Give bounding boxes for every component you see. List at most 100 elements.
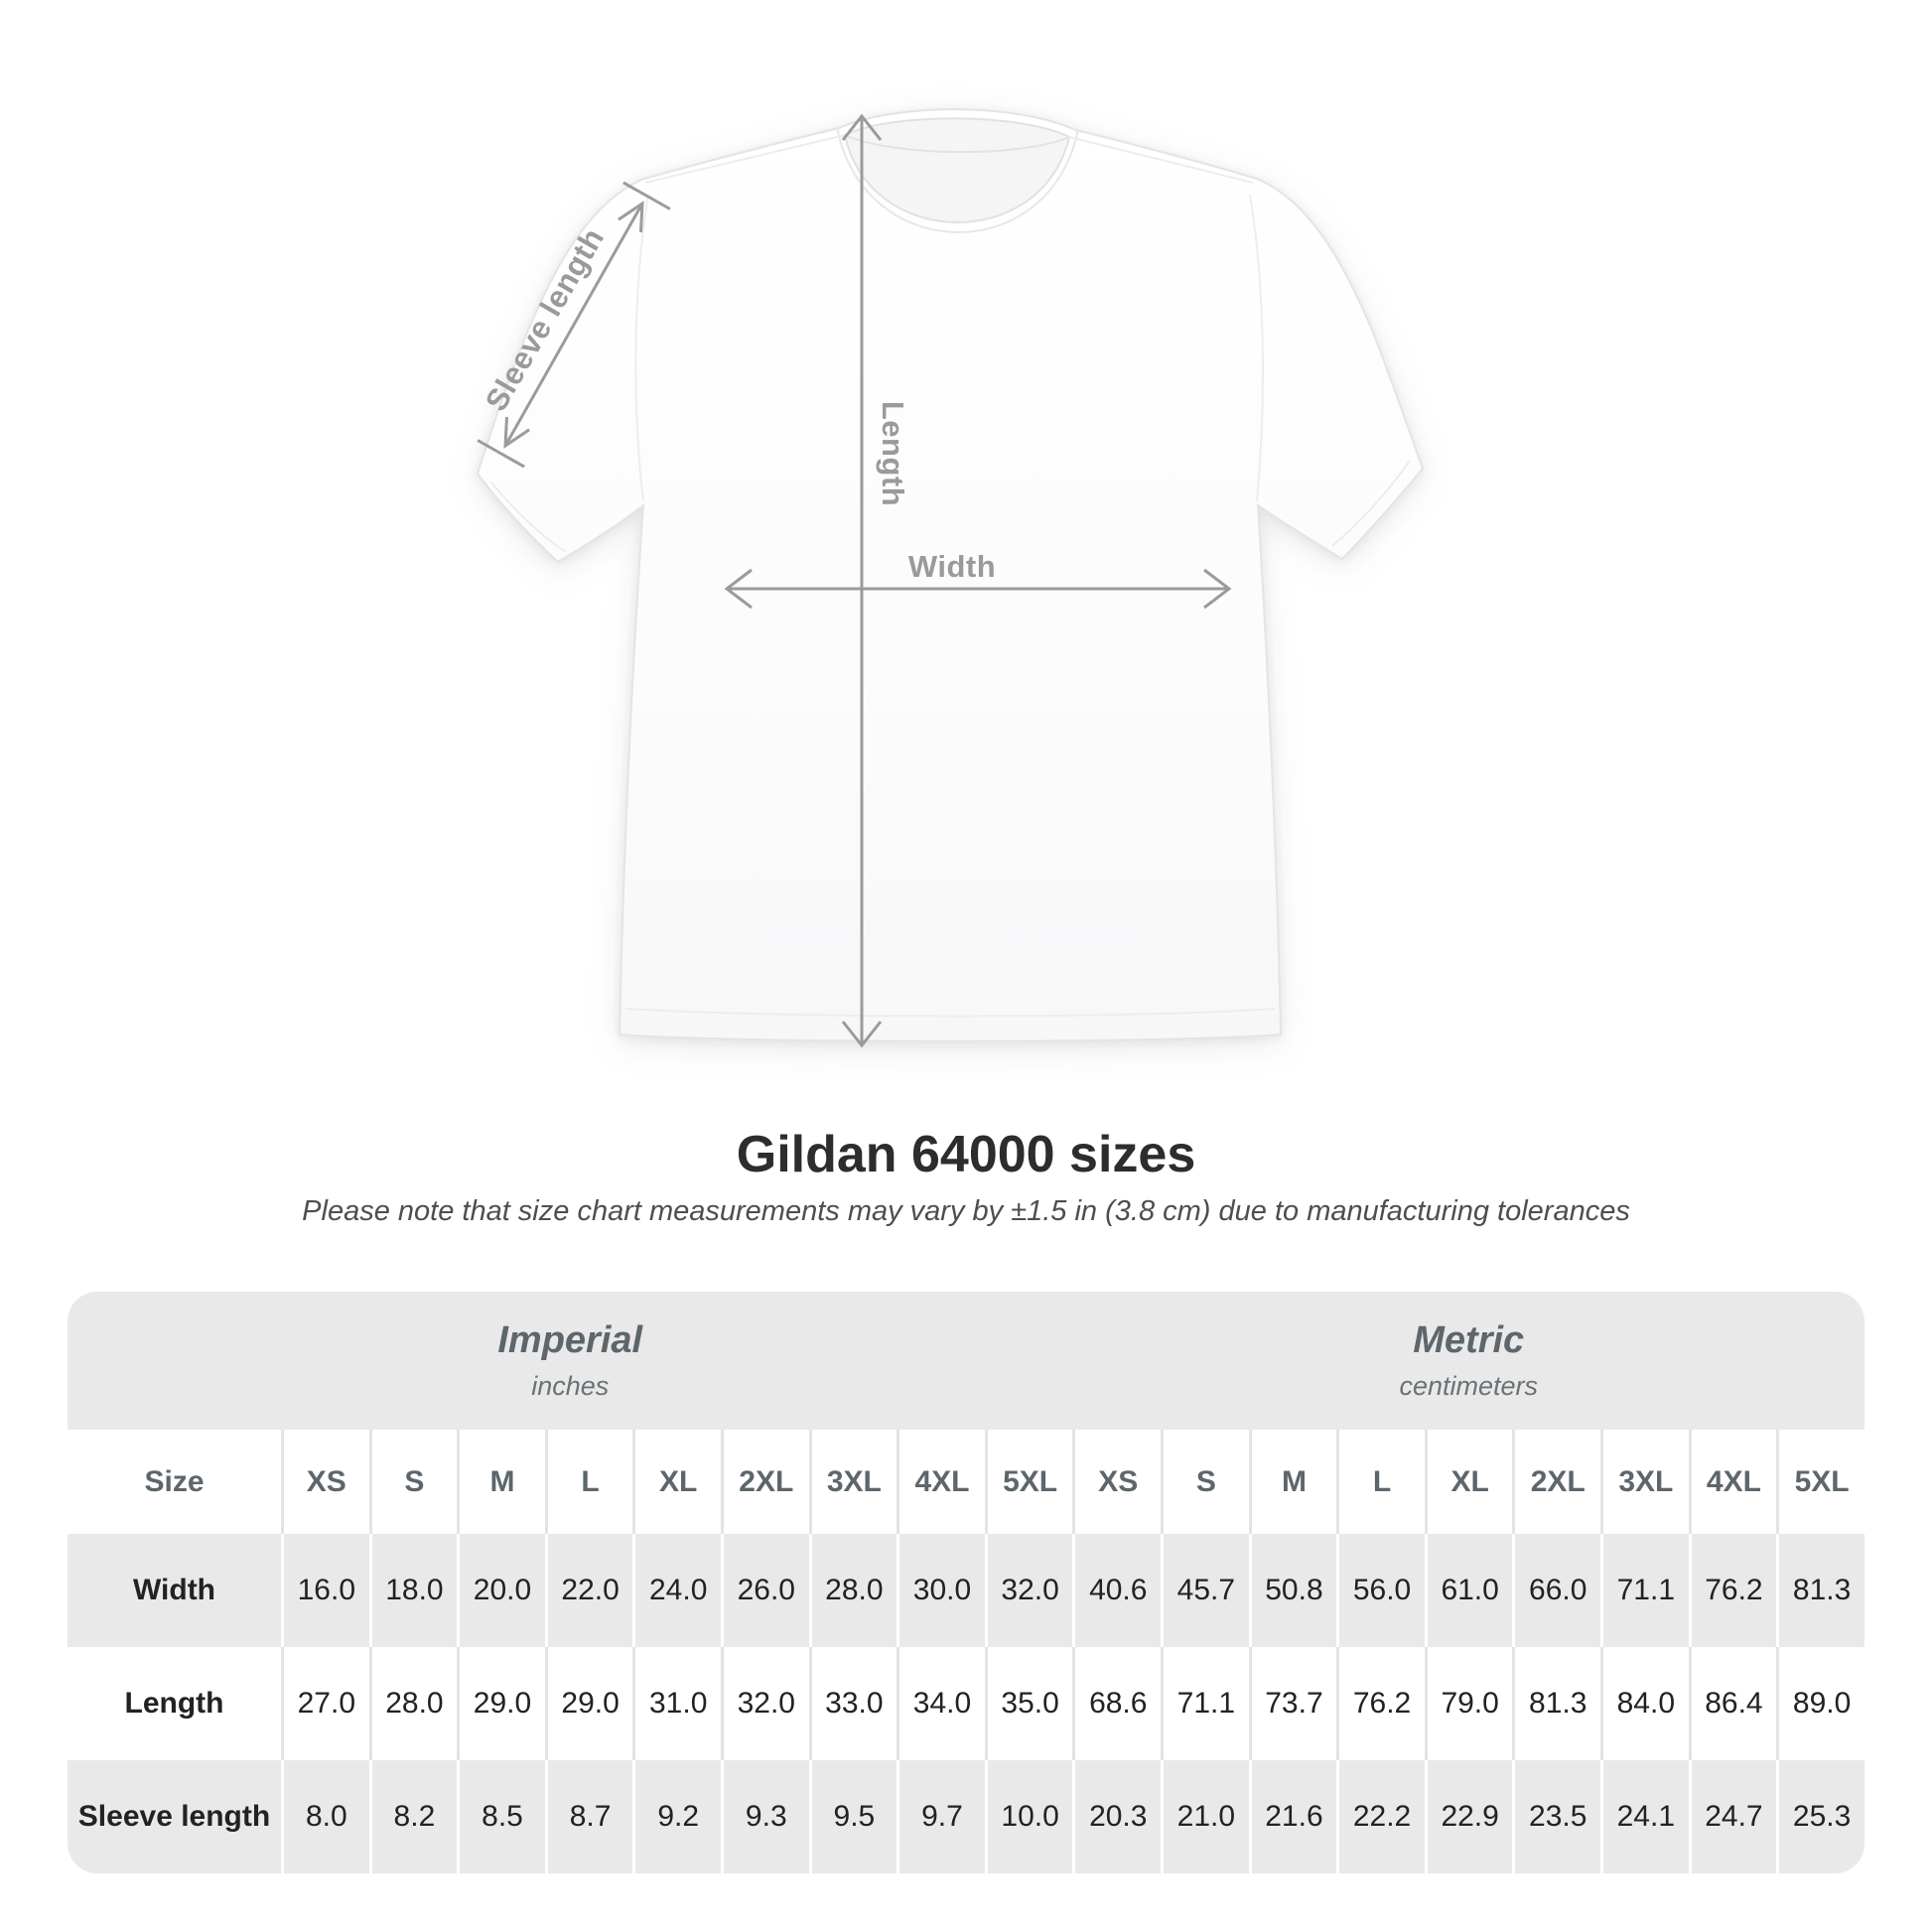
imperial-group-header: Imperial inches xyxy=(68,1292,1073,1430)
value-cell: 76.2 xyxy=(1336,1647,1425,1760)
tolerance-note: Please note that size chart measurements… xyxy=(302,1195,1630,1227)
size-header-imperial: 5XL xyxy=(984,1430,1073,1534)
value-cell: 26.0 xyxy=(720,1534,809,1647)
imperial-unit: inches xyxy=(531,1370,610,1401)
measurement-lines xyxy=(477,113,1232,1048)
value-cell: 24.7 xyxy=(1688,1760,1777,1873)
metric-label: Metric xyxy=(1413,1319,1525,1362)
value-cell: 25.3 xyxy=(1776,1760,1864,1873)
size-header-row: Size XS S M L XL 2XL 3XL 4XL 5XL XS S M … xyxy=(68,1430,1864,1534)
value-cell: 29.0 xyxy=(544,1647,633,1760)
value-cell: 22.2 xyxy=(1336,1760,1425,1873)
size-header-metric: XL xyxy=(1424,1430,1513,1534)
row-label-width: Width xyxy=(68,1534,282,1647)
size-header-imperial: 3XL xyxy=(808,1430,897,1534)
value-cell: 30.0 xyxy=(897,1534,985,1647)
value-cell: 66.0 xyxy=(1512,1534,1601,1647)
size-header-imperial: L xyxy=(544,1430,633,1534)
value-cell: 50.8 xyxy=(1248,1534,1337,1647)
value-cell: 35.0 xyxy=(984,1647,1073,1760)
value-cell: 21.6 xyxy=(1248,1760,1337,1873)
width-arrow xyxy=(724,568,1232,610)
value-cell: 8.7 xyxy=(544,1760,633,1873)
size-header-imperial: XL xyxy=(632,1430,721,1534)
value-cell: 8.5 xyxy=(457,1760,545,1873)
value-cell: 32.0 xyxy=(720,1647,809,1760)
value-cell: 29.0 xyxy=(457,1647,545,1760)
size-header-metric: 5XL xyxy=(1776,1430,1864,1534)
size-header-metric: L xyxy=(1336,1430,1425,1534)
tshirt-illustration xyxy=(476,108,1425,1048)
tshirt-measurement-diagram: Sleeve length Length Width xyxy=(476,108,1425,1048)
value-cell: 45.7 xyxy=(1161,1534,1249,1647)
value-cell: 79.0 xyxy=(1424,1647,1513,1760)
value-cell: 9.3 xyxy=(720,1760,809,1873)
value-cell: 71.1 xyxy=(1161,1647,1249,1760)
value-cell: 22.0 xyxy=(544,1534,633,1647)
value-cell: 28.0 xyxy=(808,1534,897,1647)
value-cell: 81.3 xyxy=(1776,1534,1864,1647)
width-label: Width xyxy=(907,549,997,584)
size-header-metric: 3XL xyxy=(1600,1430,1689,1534)
value-cell: 56.0 xyxy=(1336,1534,1425,1647)
size-chart-table: Imperial inches Metric centimeters Size … xyxy=(68,1292,1864,1873)
unit-group-row: Imperial inches Metric centimeters xyxy=(68,1292,1864,1430)
value-cell: 8.0 xyxy=(281,1760,369,1873)
value-cell: 21.0 xyxy=(1161,1760,1249,1873)
size-header-imperial: 4XL xyxy=(897,1430,985,1534)
value-cell: 22.9 xyxy=(1424,1760,1513,1873)
tshirt-shape xyxy=(476,108,1425,1042)
value-cell: 8.2 xyxy=(368,1760,458,1873)
value-cell: 9.7 xyxy=(897,1760,985,1873)
value-cell: 23.5 xyxy=(1512,1760,1601,1873)
length-label: Length xyxy=(876,400,910,507)
size-header-metric: XS xyxy=(1072,1430,1162,1534)
value-cell: 16.0 xyxy=(281,1534,369,1647)
value-cell: 10.0 xyxy=(984,1760,1073,1873)
value-cell: 20.3 xyxy=(1072,1760,1162,1873)
sleeve-length-arrow xyxy=(477,181,671,469)
value-cell: 33.0 xyxy=(808,1647,897,1760)
value-cell: 81.3 xyxy=(1512,1647,1601,1760)
value-cell: 31.0 xyxy=(632,1647,721,1760)
row-label-sleeve-length: Sleeve length xyxy=(68,1760,282,1873)
value-cell: 34.0 xyxy=(897,1647,985,1760)
row-label-length: Length xyxy=(68,1647,282,1760)
page-title: Gildan 64000 sizes xyxy=(736,1126,1196,1183)
size-column-title: Size xyxy=(68,1430,282,1534)
value-cell: 61.0 xyxy=(1424,1534,1513,1647)
value-cell: 20.0 xyxy=(457,1534,545,1647)
size-header-metric: 2XL xyxy=(1512,1430,1601,1534)
imperial-label: Imperial xyxy=(497,1319,643,1362)
value-cell: 18.0 xyxy=(368,1534,458,1647)
value-cell: 68.6 xyxy=(1072,1647,1162,1760)
size-header-imperial: S xyxy=(368,1430,458,1534)
sleeve-length-row: Sleeve length 8.0 8.2 8.5 8.7 9.2 9.3 9.… xyxy=(68,1760,1864,1873)
value-cell: 76.2 xyxy=(1688,1534,1777,1647)
value-cell: 89.0 xyxy=(1776,1647,1864,1760)
width-row: Width 16.0 18.0 20.0 22.0 24.0 26.0 28.0… xyxy=(68,1534,1864,1647)
size-header-metric: S xyxy=(1161,1430,1249,1534)
value-cell: 24.1 xyxy=(1600,1760,1689,1873)
value-cell: 9.2 xyxy=(632,1760,721,1873)
metric-group-header: Metric centimeters xyxy=(1072,1292,1864,1430)
value-cell: 27.0 xyxy=(281,1647,369,1760)
size-header-metric: M xyxy=(1248,1430,1337,1534)
value-cell: 32.0 xyxy=(984,1534,1073,1647)
value-cell: 28.0 xyxy=(368,1647,458,1760)
size-header-imperial: XS xyxy=(281,1430,369,1534)
size-header-imperial: 2XL xyxy=(720,1430,809,1534)
value-cell: 73.7 xyxy=(1248,1647,1337,1760)
value-cell: 71.1 xyxy=(1600,1534,1689,1647)
value-cell: 84.0 xyxy=(1600,1647,1689,1760)
value-cell: 9.5 xyxy=(808,1760,897,1873)
value-cell: 24.0 xyxy=(632,1534,721,1647)
value-cell: 86.4 xyxy=(1688,1647,1777,1760)
size-header-imperial: M xyxy=(457,1430,545,1534)
size-header-metric: 4XL xyxy=(1688,1430,1777,1534)
value-cell: 40.6 xyxy=(1072,1534,1162,1647)
length-arrow xyxy=(841,113,883,1048)
metric-unit: centimeters xyxy=(1399,1370,1539,1401)
length-row: Length 27.0 28.0 29.0 29.0 31.0 32.0 33.… xyxy=(68,1647,1864,1760)
